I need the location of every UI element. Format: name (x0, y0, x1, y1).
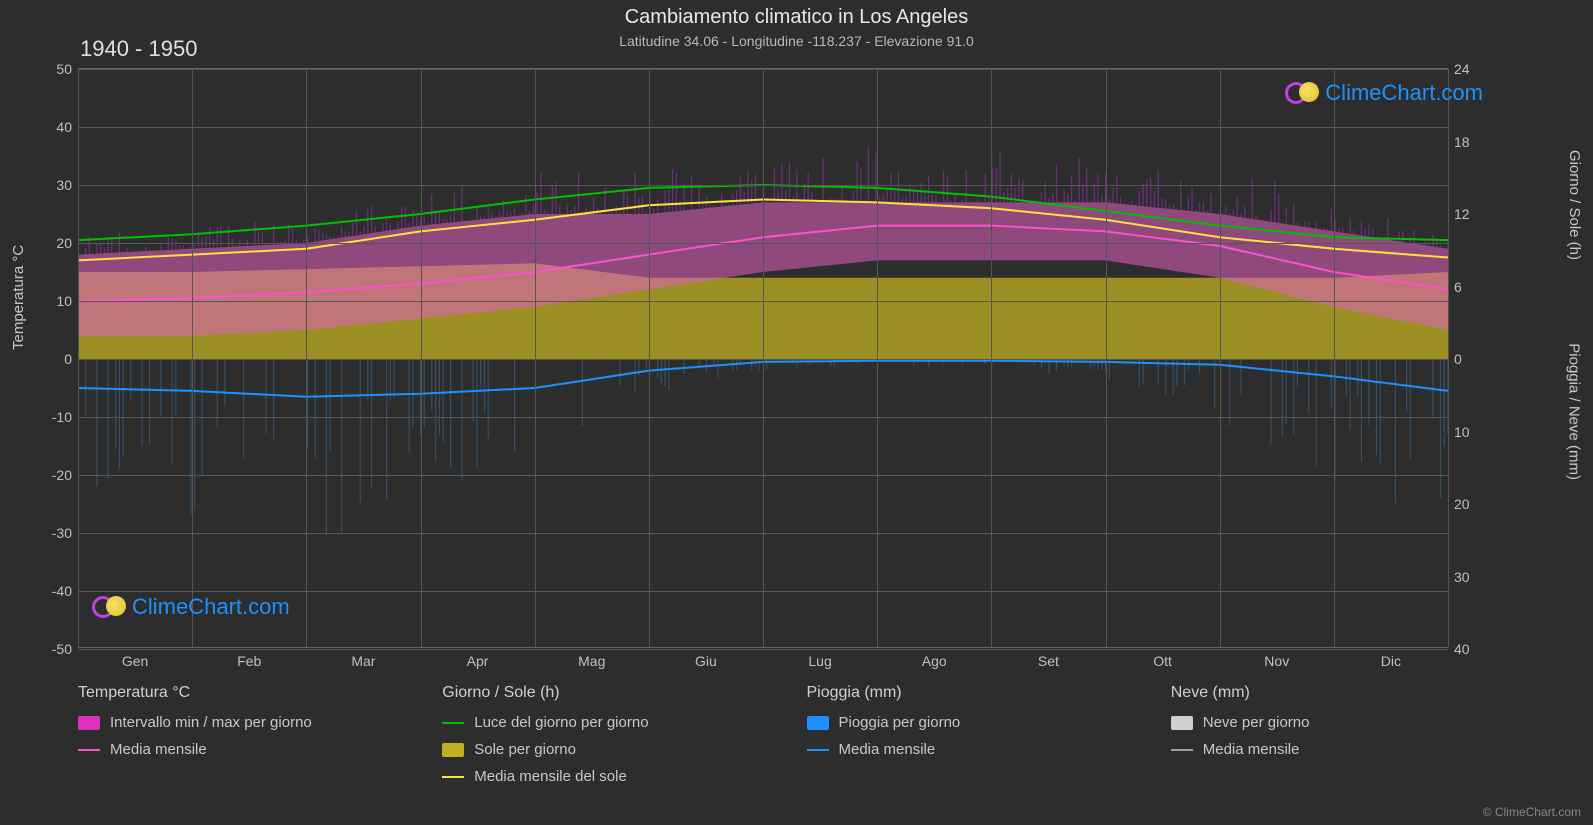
legend-heading: Neve (mm) (1171, 684, 1515, 702)
legend-heading: Pioggia (mm) (807, 684, 1151, 702)
x-tick-month: Lug (808, 653, 831, 669)
x-tick-month: Mar (351, 653, 375, 669)
y-left-tick: -50 (52, 641, 72, 657)
y-left-tick: 0 (64, 351, 72, 367)
y-axis-left-label: Temperatura °C (10, 245, 27, 350)
legend-item: Media mensile (78, 741, 422, 758)
legend-swatch (442, 743, 464, 757)
y-right-tick: 6 (1454, 279, 1462, 295)
y-right-tick: 0 (1454, 351, 1462, 367)
legend-col-daylight: Giorno / Sole (h) Luce del giorno per gio… (442, 684, 786, 785)
y-left-tick: 10 (56, 293, 72, 309)
legend: Temperatura °C Intervallo min / max per g… (78, 684, 1515, 785)
legend-label: Luce del giorno per giorno (474, 714, 648, 731)
legend-label: Pioggia per giorno (839, 714, 961, 731)
x-tick-month: Apr (467, 653, 489, 669)
y-left-tick: 30 (56, 177, 72, 193)
legend-swatch (807, 749, 829, 751)
y-left-tick: -30 (52, 525, 72, 541)
legend-item: Sole per giorno (442, 741, 786, 758)
chart-title: Cambiamento climatico in Los Angeles (0, 0, 1593, 29)
legend-label: Media mensile (1203, 741, 1300, 758)
legend-label: Media mensile del sole (474, 768, 627, 785)
legend-heading: Temperatura °C (78, 684, 422, 702)
x-tick-month: Feb (237, 653, 261, 669)
legend-item: Intervallo min / max per giorno (78, 714, 422, 731)
logo-icon (92, 596, 126, 618)
y-right-tick: 40 (1454, 641, 1470, 657)
legend-label: Intervallo min / max per giorno (110, 714, 312, 731)
y-right-tick: 20 (1454, 496, 1470, 512)
y-right-tick: 10 (1454, 424, 1470, 440)
y-left-tick: 50 (56, 61, 72, 77)
legend-item: Media mensile (807, 741, 1151, 758)
legend-item: Media mensile del sole (442, 768, 786, 785)
x-tick-month: Gen (122, 653, 148, 669)
y-left-tick: -20 (52, 467, 72, 483)
y-right-tick: 12 (1454, 206, 1470, 222)
legend-item: Pioggia per giorno (807, 714, 1151, 731)
y-left-tick: 20 (56, 235, 72, 251)
legend-col-snow: Neve (mm) Neve per giorno Media mensile (1171, 684, 1515, 785)
legend-swatch (807, 716, 829, 730)
x-tick-month: Nov (1264, 653, 1289, 669)
brand-logo-bottom: ClimeChart.com (92, 594, 290, 620)
logo-icon (1285, 82, 1319, 104)
legend-item: Media mensile (1171, 741, 1515, 758)
legend-label: Sole per giorno (474, 741, 576, 758)
y-axis-right-bottom-label: Pioggia / Neve (mm) (1566, 343, 1583, 480)
period-label: 1940 - 1950 (80, 36, 197, 62)
brand-text: ClimeChart.com (1325, 80, 1483, 106)
x-tick-month: Mag (578, 653, 605, 669)
legend-label: Media mensile (110, 741, 207, 758)
legend-swatch (78, 749, 100, 751)
legend-label: Neve per giorno (1203, 714, 1310, 731)
x-tick-month: Giu (695, 653, 717, 669)
y-axis-right-top-label: Giorno / Sole (h) (1566, 150, 1583, 260)
legend-col-temperature: Temperatura °C Intervallo min / max per g… (78, 684, 422, 785)
legend-item: Luce del giorno per giorno (442, 714, 786, 731)
legend-swatch (1171, 716, 1193, 730)
x-tick-month: Ott (1153, 653, 1172, 669)
legend-swatch (78, 716, 100, 730)
y-left-tick: 40 (56, 119, 72, 135)
legend-item: Neve per giorno (1171, 714, 1515, 731)
chart-plot-area: 50403020100-10-20-30-40-50GenFebMarAprMa… (78, 68, 1448, 648)
legend-heading: Giorno / Sole (h) (442, 684, 786, 702)
x-tick-month: Ago (922, 653, 947, 669)
legend-col-rain: Pioggia (mm) Pioggia per giorno Media mens… (807, 684, 1151, 785)
legend-swatch (442, 776, 464, 778)
brand-text: ClimeChart.com (132, 594, 290, 620)
y-left-tick: -40 (52, 583, 72, 599)
chart-subtitle: Latitudine 34.06 - Longitudine -118.237 … (0, 29, 1593, 49)
x-tick-month: Set (1038, 653, 1059, 669)
y-right-tick: 24 (1454, 61, 1470, 77)
legend-label: Media mensile (839, 741, 936, 758)
legend-swatch (442, 722, 464, 724)
rain-daily-bars (86, 359, 1448, 535)
brand-logo-top: ClimeChart.com (1285, 80, 1483, 106)
legend-swatch (1171, 749, 1193, 751)
copyright: © ClimeChart.com (1483, 805, 1581, 819)
y-left-tick: -10 (52, 409, 72, 425)
y-right-tick: 30 (1454, 569, 1470, 585)
x-tick-month: Dic (1381, 653, 1401, 669)
y-right-tick: 18 (1454, 134, 1470, 150)
